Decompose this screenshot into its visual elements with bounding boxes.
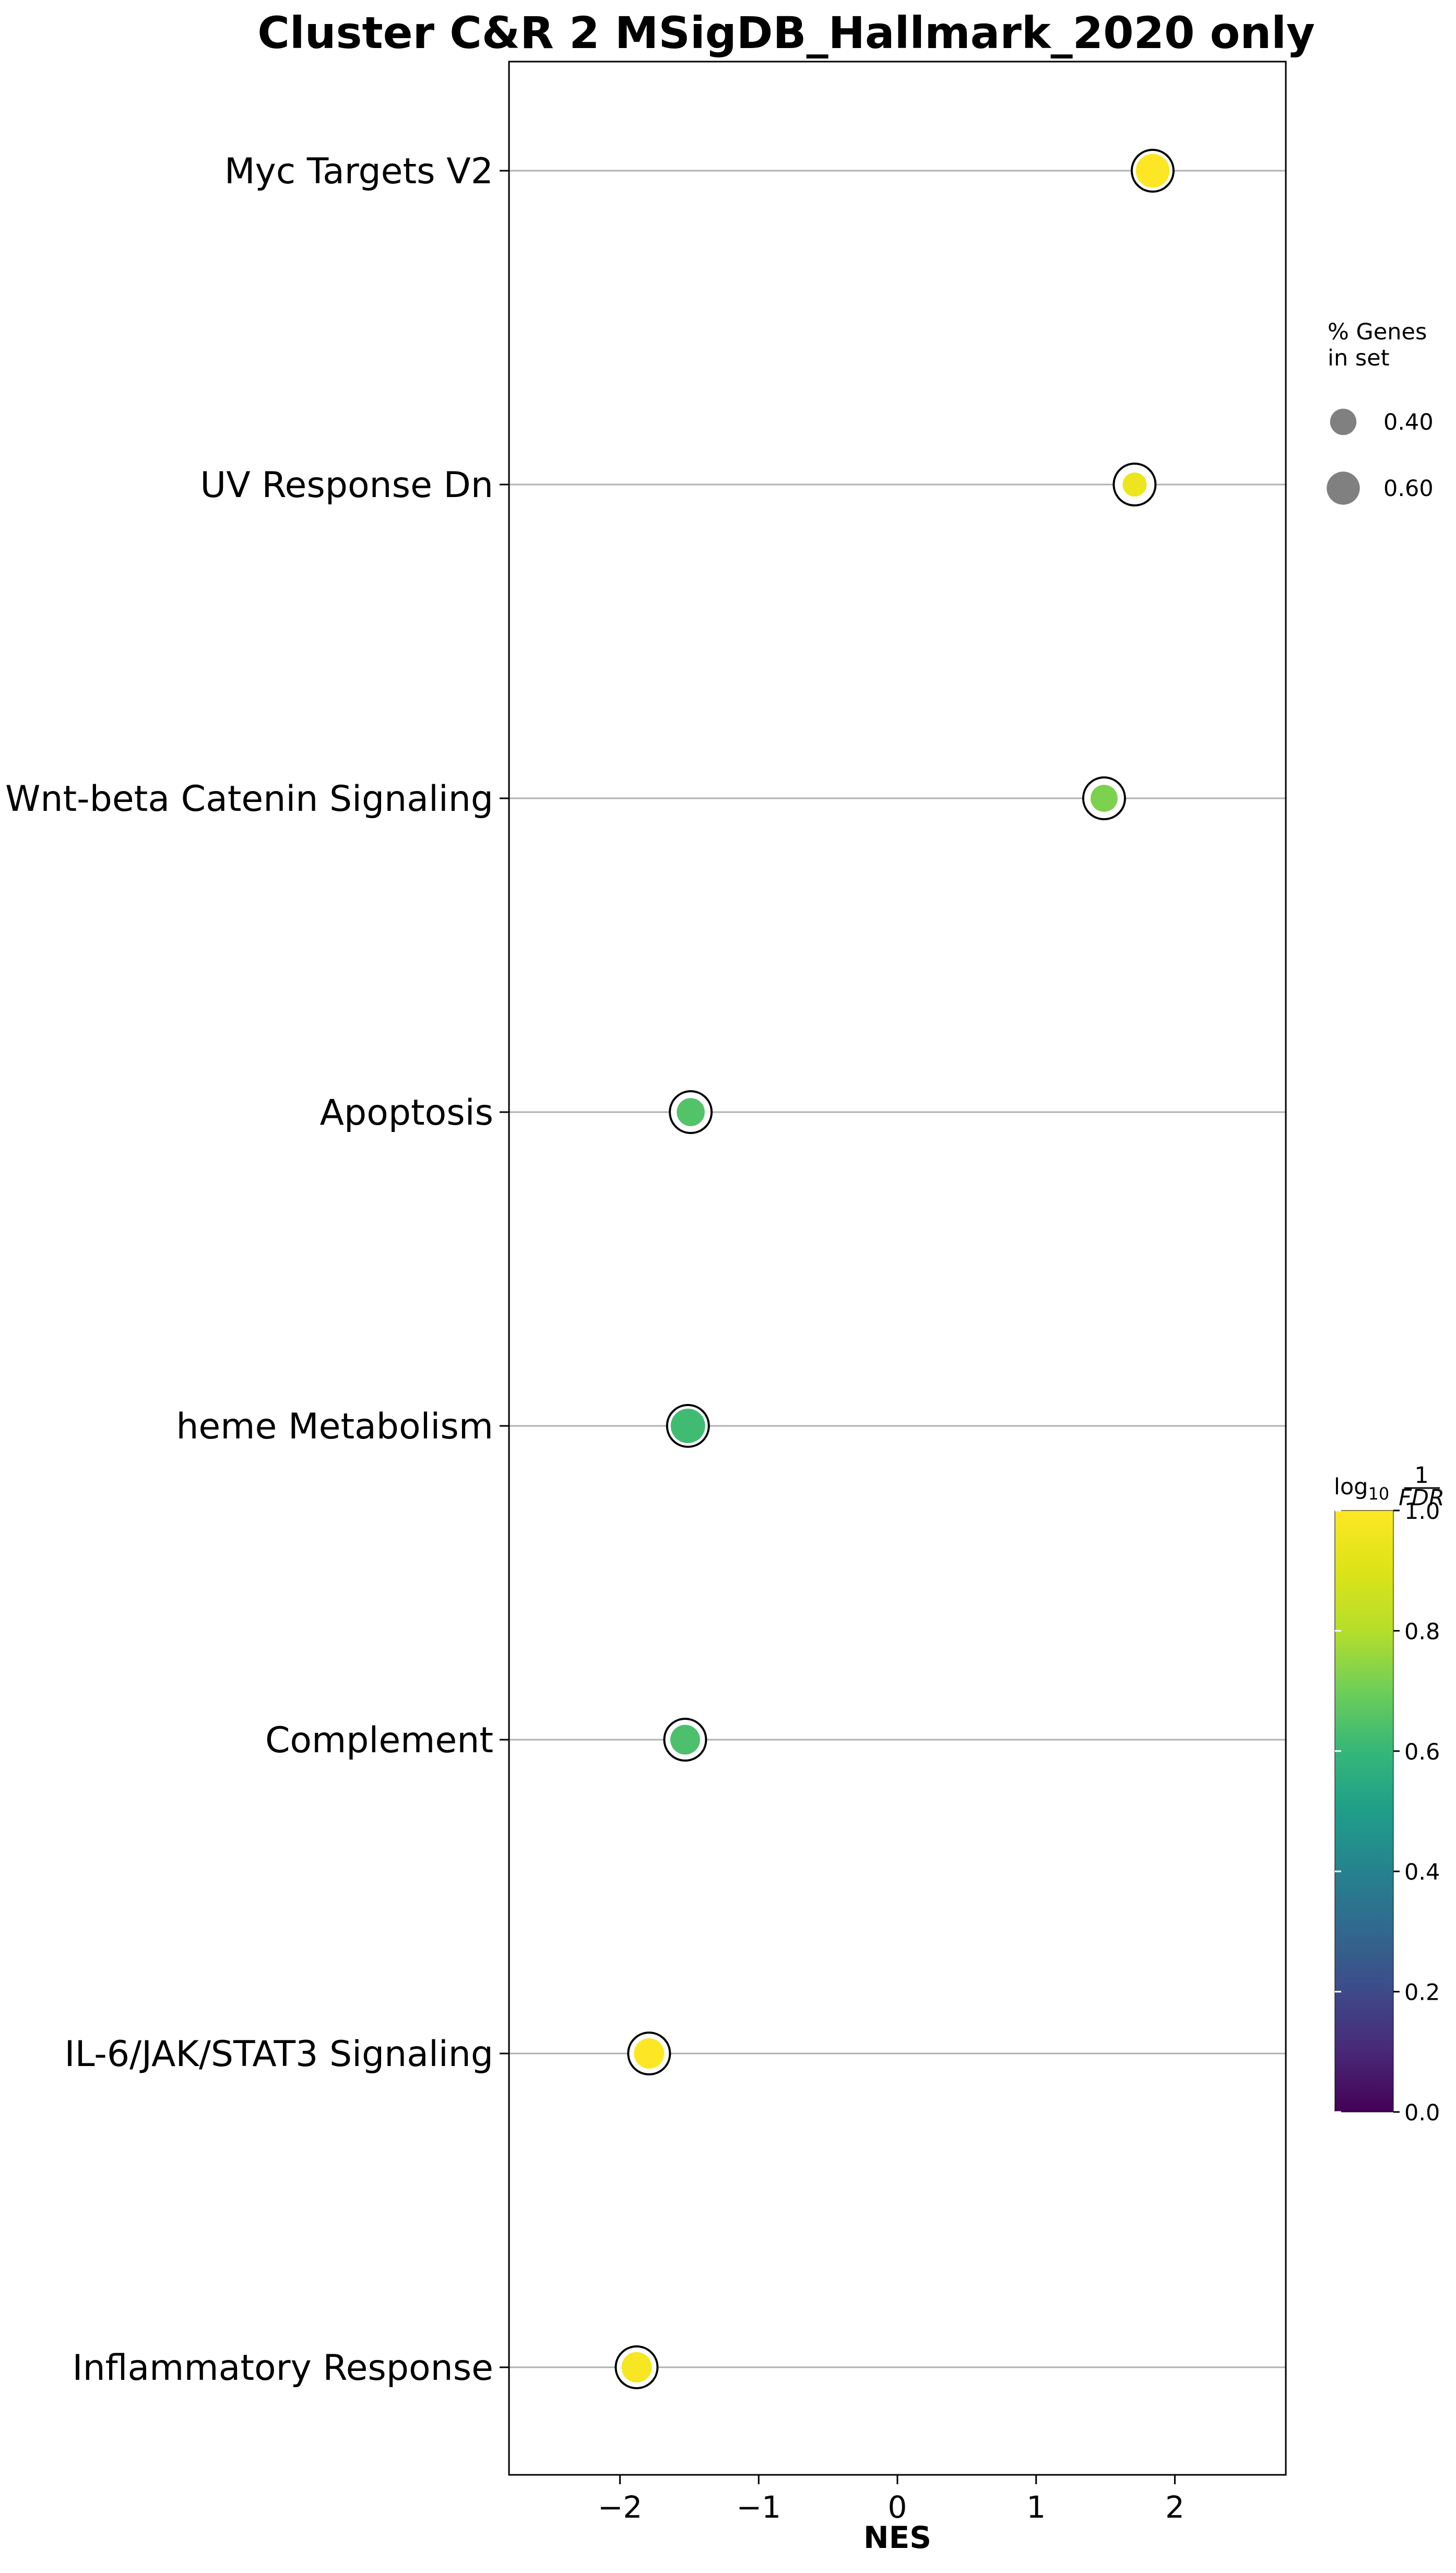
data-point <box>1122 473 1147 497</box>
category-label: Apoptosis <box>320 1092 493 1134</box>
colorbar-tick-label: 0.0 <box>1404 2100 1440 2126</box>
colorbar: log10 1 FDR 0.0 0.2 0.4 0.6 0.8 1.0 <box>1334 1462 1445 2126</box>
colorbar-tick-label: 0.4 <box>1404 1859 1440 1885</box>
size-legend-title-line1: % Genes <box>1328 319 1427 345</box>
data-point <box>634 2038 665 2069</box>
size-legend-marker <box>1327 471 1360 505</box>
category-labels: Myc Targets V2 UV Response Dn Wnt-beta Cat… <box>5 151 493 2389</box>
plot-area-frame <box>508 61 1287 2476</box>
size-legend-label: 0.40 <box>1383 409 1434 435</box>
x-tick-label: −2 <box>598 2489 643 2525</box>
colorbar-ticks: 0.0 0.2 0.4 0.6 0.8 1.0 <box>1335 1498 1440 2126</box>
size-legend-label: 0.60 <box>1383 476 1434 502</box>
points-layer <box>614 149 1175 2389</box>
grid-layer <box>500 170 1286 2368</box>
category-label: heme Metabolism <box>176 1406 493 1447</box>
x-axis-ticks: −2 −1 0 1 2 <box>598 2475 1185 2525</box>
colorbar-tick-label: 1.0 <box>1404 1498 1440 1525</box>
colorbar-label-log: log <box>1334 1474 1368 1500</box>
colorbar-label: log10 <box>1334 1474 1389 1504</box>
colorbar-label-denominator: FDR <box>1399 1485 1445 1511</box>
size-legend-marker <box>1330 408 1357 435</box>
data-point <box>670 1725 700 1755</box>
category-label: Complement <box>265 1720 493 1761</box>
category-label: UV Response Dn <box>200 465 493 506</box>
size-legend: % Genes in set 0.40 0.60 <box>1327 319 1434 505</box>
size-legend-entries: 0.40 0.60 <box>1327 408 1434 505</box>
category-label: IL-6/JAK/STAT3 Signaling <box>65 2034 493 2075</box>
data-point <box>670 1409 705 1443</box>
chart-title: Cluster C&R 2 MSigDB_Hallmark_2020 only <box>257 7 1315 58</box>
colorbar-label-numerator: 1 <box>1414 1462 1428 1489</box>
x-tick-label: 1 <box>1026 2489 1046 2525</box>
category-label: Wnt-beta Catenin Signaling <box>5 778 493 820</box>
category-label: Inflammatory Response <box>73 2347 493 2389</box>
colorbar-label-base: 10 <box>1368 1484 1390 1504</box>
data-point <box>1135 154 1170 188</box>
data-point <box>677 1098 705 1126</box>
x-tick-label: 2 <box>1165 2489 1185 2525</box>
size-legend-title-line2: in set <box>1328 345 1390 371</box>
data-point <box>621 2352 652 2383</box>
data-point <box>1091 785 1118 812</box>
x-tick-label: −1 <box>737 2489 782 2525</box>
colorbar-gradient <box>1334 1510 1394 2112</box>
colorbar-tick-label: 0.6 <box>1404 1739 1440 1765</box>
colorbar-tick-label: 0.2 <box>1404 1980 1440 2006</box>
colorbar-tick-label: 0.8 <box>1404 1619 1440 1645</box>
category-label: Myc Targets V2 <box>224 151 493 192</box>
x-tick-label: 0 <box>888 2489 907 2525</box>
x-axis-label: NES <box>863 2520 931 2555</box>
